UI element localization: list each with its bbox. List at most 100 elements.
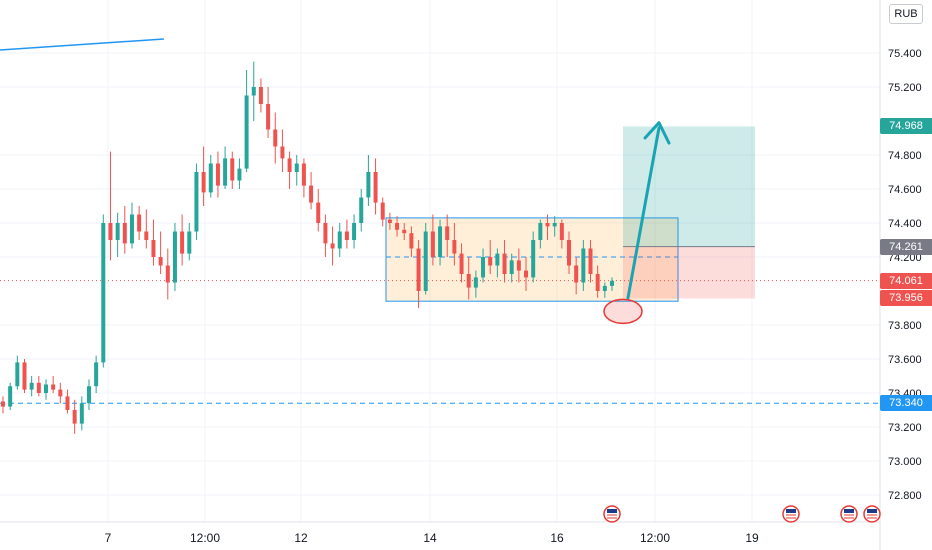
candle-body — [559, 223, 564, 240]
candle-body — [36, 382, 41, 393]
candle-body — [29, 382, 34, 390]
candle-body — [545, 223, 550, 227]
candle-body — [323, 223, 328, 244]
candle-body — [481, 257, 486, 278]
candle-body — [122, 223, 127, 244]
y-tick-label: 72.800 — [888, 490, 922, 502]
projection-arrow — [626, 126, 661, 300]
candle-body — [452, 240, 457, 254]
candle-body — [516, 260, 521, 271]
currency-badge[interactable]: RUB — [889, 4, 923, 24]
candle-body — [344, 231, 349, 240]
candle-body — [567, 240, 572, 266]
candle-body — [108, 223, 113, 240]
candle-body — [538, 223, 543, 240]
candle-body — [402, 229, 407, 234]
candle-body — [15, 362, 20, 387]
trend-line — [0, 38, 165, 51]
candle-body — [373, 172, 378, 203]
x-tick-label: 19 — [745, 531, 759, 545]
economic-events[interactable] — [603, 505, 881, 523]
candle-body — [187, 231, 192, 254]
profit-zone — [623, 126, 755, 247]
candle-body — [165, 265, 170, 283]
candle-body — [552, 223, 557, 227]
candle-body — [301, 163, 306, 186]
candle-body — [330, 243, 335, 249]
candle-body — [65, 396, 70, 410]
candle-body — [509, 260, 514, 274]
price-tag: 73.340 — [880, 395, 932, 412]
candle-body — [395, 223, 400, 230]
y-tick-label: 73.000 — [888, 456, 922, 468]
candle-body — [430, 231, 435, 257]
candle-body — [208, 163, 213, 193]
y-tick-label: 73.600 — [888, 354, 922, 366]
y-tick-label: 73.200 — [888, 422, 922, 434]
candle-body — [337, 231, 342, 249]
candle-body — [387, 219, 392, 223]
candle-body — [273, 129, 278, 147]
candle-body — [488, 257, 493, 266]
x-tick-label: 7 — [105, 531, 112, 545]
y-tick-label: 75.400 — [888, 48, 922, 60]
candle-body — [251, 87, 256, 96]
candle-body — [22, 362, 27, 390]
price-tag: 74.968 — [880, 118, 932, 135]
candle-body — [287, 158, 292, 172]
candle-body — [280, 146, 285, 159]
price-tag: 74.061 — [880, 272, 932, 289]
price-tag: 73.956 — [880, 290, 932, 307]
candlestick-series — [1, 61, 614, 434]
candle-body — [79, 403, 84, 424]
x-tick-label: 12:00 — [640, 531, 670, 545]
candle-body — [595, 274, 600, 291]
candle-body — [459, 253, 464, 274]
price-axis[interactable]: 75.400 75.200 74.800 74.600 74.400 74.200 73.8… — [888, 48, 922, 502]
y-tick-label: 74.600 — [888, 184, 922, 196]
candle-body — [438, 226, 443, 257]
candle-body — [86, 386, 91, 404]
us-flag-icon — [607, 509, 617, 513]
candle-body — [352, 223, 357, 240]
time-axis[interactable]: 7 12:00 12 14 16 12:00 19 — [105, 531, 759, 545]
candle-body — [223, 158, 228, 186]
us-flag-icon — [840, 505, 858, 523]
price-tag: 74.261 — [880, 238, 932, 255]
x-tick-label: 16 — [550, 531, 564, 545]
candle-body — [581, 248, 586, 283]
candle-body — [180, 231, 185, 254]
candle-body — [359, 197, 364, 223]
candle-body — [466, 274, 471, 288]
candle-body — [201, 172, 206, 193]
y-tick-label: 74.400 — [888, 218, 922, 230]
candle-body — [610, 280, 614, 286]
candle-body — [602, 285, 607, 291]
us-flag-icon — [786, 509, 796, 513]
candle-body — [416, 248, 421, 291]
candle-body — [158, 257, 163, 266]
candle-body — [531, 240, 536, 278]
candle-body — [215, 163, 220, 186]
candle-body — [445, 226, 450, 240]
candle-body — [58, 389, 63, 397]
x-tick-label: 12:00 — [190, 531, 220, 545]
candle-body — [380, 202, 385, 220]
candle-body — [1, 401, 5, 407]
highlight-ellipse — [603, 298, 643, 325]
annotation-layer — [0, 38, 671, 325]
candle-body — [237, 168, 242, 181]
x-tick-label: 12 — [294, 531, 308, 545]
x-tick-label: 14 — [423, 531, 437, 545]
candle-body — [8, 386, 13, 407]
candle-body — [366, 172, 371, 198]
candle-body — [409, 233, 414, 249]
us-flag-icon — [782, 505, 800, 523]
candle-body — [194, 172, 199, 232]
candle-body — [230, 158, 235, 181]
candle-body — [495, 253, 500, 266]
candle-body — [115, 223, 120, 240]
us-flag-icon — [863, 505, 881, 523]
candle-body — [101, 223, 106, 363]
